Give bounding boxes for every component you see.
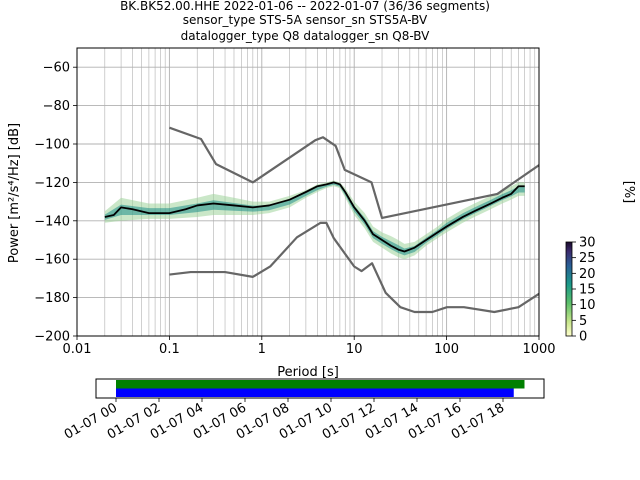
plot-area: 0.01 0.1 1 10 100 1000 −200 −180 −160 −140 −120 −1…: [34, 47, 556, 357]
colorbar-tick-label: 15: [579, 283, 596, 298]
series-lines: [104, 126, 539, 314]
x-tick-label: 1: [258, 342, 266, 357]
y-axis-label: Power [m²/s⁴/Hz] [dB]: [7, 123, 22, 263]
grid: [76, 48, 539, 337]
title-line-3: datalogger_type Q8 datalogger_sn Q8-BV: [181, 29, 431, 43]
colorbar-tick-label: 30: [579, 236, 596, 251]
density-band: [104, 180, 525, 260]
timeline-bar: [116, 388, 514, 397]
y-tick-label: −140: [34, 214, 70, 229]
title-line-1: BK.BK52.00.HHE 2022-01-06 -- 2022-01-07 …: [120, 0, 490, 13]
colorbar-tick-label: 20: [579, 267, 596, 282]
series-line-noise-model-low: [169, 221, 539, 314]
y-tick-label: −60: [43, 61, 70, 76]
timeline-bars: [116, 380, 525, 397]
x-tick-label: 0.01: [63, 342, 92, 357]
series-line-mode: [104, 181, 525, 253]
timeline-bar: [116, 380, 525, 389]
title-line-2: sensor_type STS-5A sensor_sn STS5A-BV: [183, 13, 428, 27]
colorbar-tick-label: 10: [579, 298, 596, 313]
density-band-outer: [104, 180, 525, 260]
x-tick-label: 100: [434, 342, 459, 357]
y-axis-ticks: −200 −180 −160 −140 −120 −100 −80 −60: [34, 61, 77, 345]
x-axis-ticks: 0.01 0.1 1 10 100 1000: [63, 336, 556, 357]
series-line-noise-model-high: [169, 126, 539, 220]
colorbar-tick-label: 25: [579, 251, 596, 266]
colorbar-label: [%]: [621, 181, 636, 204]
y-tick-label: −180: [34, 291, 70, 306]
plot-frame: [76, 47, 540, 337]
x-axis-label: Period [s]: [277, 365, 339, 380]
colorbar-tick-label: 5: [579, 314, 587, 329]
x-tick-label: 10: [346, 342, 363, 357]
colorbar-gradient: [565, 241, 573, 337]
y-tick-label: −100: [34, 138, 70, 153]
x-tick-label: 1000: [522, 342, 555, 357]
y-tick-label: −160: [34, 253, 70, 268]
colorbar-tick-label: 0: [579, 330, 587, 345]
y-tick-label: −200: [34, 330, 70, 345]
x-tick-label: 0.1: [159, 342, 180, 357]
y-tick-label: −80: [43, 99, 70, 114]
y-tick-label: −120: [34, 176, 70, 191]
